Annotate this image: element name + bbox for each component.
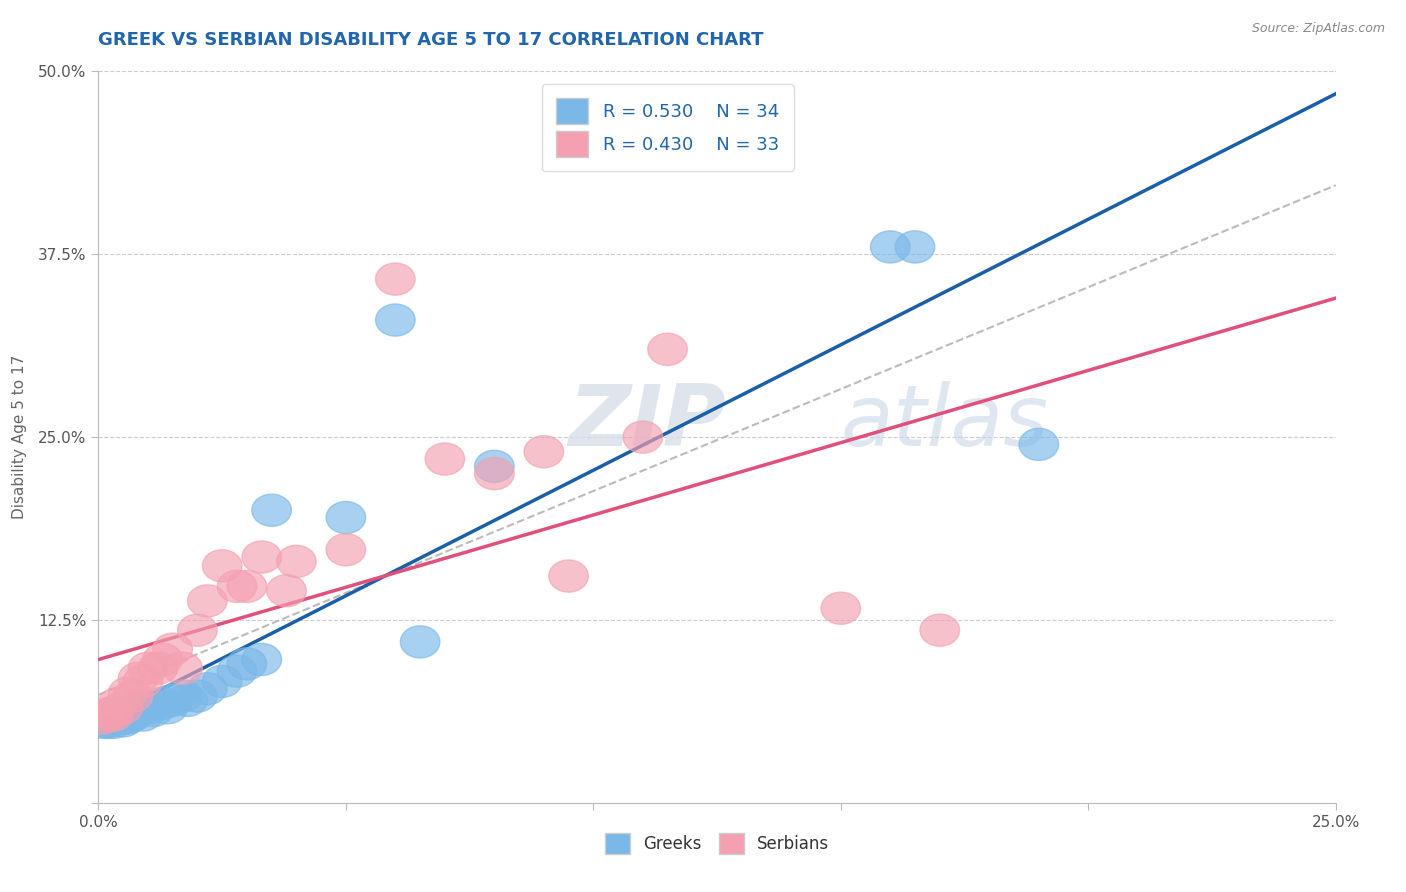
Ellipse shape (143, 643, 183, 675)
Ellipse shape (202, 549, 242, 582)
Ellipse shape (128, 652, 167, 684)
Ellipse shape (148, 691, 187, 723)
Text: ZIP: ZIP (568, 381, 727, 464)
Ellipse shape (425, 443, 464, 475)
Ellipse shape (93, 696, 134, 728)
Legend: Greeks, Serbians: Greeks, Serbians (599, 827, 835, 860)
Ellipse shape (104, 691, 143, 723)
Ellipse shape (187, 585, 228, 617)
Ellipse shape (326, 501, 366, 533)
Ellipse shape (920, 614, 959, 647)
Ellipse shape (475, 458, 515, 490)
Text: atlas: atlas (841, 381, 1049, 464)
Ellipse shape (242, 643, 281, 675)
Text: Source: ZipAtlas.com: Source: ZipAtlas.com (1251, 22, 1385, 36)
Ellipse shape (548, 560, 588, 592)
Ellipse shape (93, 706, 134, 739)
Y-axis label: Disability Age 5 to 17: Disability Age 5 to 17 (13, 355, 27, 519)
Ellipse shape (108, 677, 148, 709)
Ellipse shape (217, 655, 257, 687)
Ellipse shape (104, 702, 143, 734)
Ellipse shape (177, 614, 217, 647)
Ellipse shape (118, 695, 157, 727)
Ellipse shape (177, 680, 217, 712)
Ellipse shape (648, 334, 688, 366)
Ellipse shape (401, 626, 440, 658)
Ellipse shape (267, 574, 307, 607)
Ellipse shape (138, 652, 177, 684)
Ellipse shape (202, 665, 242, 698)
Ellipse shape (104, 705, 143, 737)
Ellipse shape (228, 570, 267, 602)
Ellipse shape (89, 706, 128, 739)
Ellipse shape (252, 494, 291, 526)
Ellipse shape (114, 680, 153, 712)
Text: GREEK VS SERBIAN DISABILITY AGE 5 TO 17 CORRELATION CHART: GREEK VS SERBIAN DISABILITY AGE 5 TO 17 … (98, 31, 763, 49)
Ellipse shape (277, 545, 316, 577)
Ellipse shape (375, 263, 415, 295)
Ellipse shape (896, 231, 935, 263)
Ellipse shape (118, 663, 157, 695)
Ellipse shape (93, 702, 134, 734)
Ellipse shape (375, 304, 415, 336)
Ellipse shape (228, 648, 267, 680)
Ellipse shape (187, 673, 228, 705)
Ellipse shape (242, 541, 281, 574)
Ellipse shape (124, 665, 163, 698)
Ellipse shape (124, 699, 163, 731)
Ellipse shape (89, 699, 128, 731)
Ellipse shape (143, 687, 183, 720)
Ellipse shape (217, 570, 257, 602)
Ellipse shape (153, 684, 193, 716)
Ellipse shape (108, 702, 148, 734)
Ellipse shape (83, 706, 124, 739)
Ellipse shape (114, 699, 153, 731)
Ellipse shape (98, 687, 138, 720)
Ellipse shape (93, 699, 134, 731)
Ellipse shape (98, 702, 138, 734)
Ellipse shape (163, 680, 202, 712)
Ellipse shape (326, 533, 366, 566)
Ellipse shape (153, 633, 193, 665)
Ellipse shape (83, 702, 124, 734)
Ellipse shape (821, 592, 860, 624)
Ellipse shape (623, 421, 662, 453)
Ellipse shape (524, 435, 564, 467)
Ellipse shape (1019, 428, 1059, 460)
Ellipse shape (89, 699, 128, 731)
Ellipse shape (870, 231, 910, 263)
Ellipse shape (98, 699, 138, 731)
Ellipse shape (167, 684, 207, 716)
Ellipse shape (163, 652, 202, 684)
Ellipse shape (475, 450, 515, 483)
Ellipse shape (134, 695, 173, 727)
Ellipse shape (128, 691, 167, 723)
